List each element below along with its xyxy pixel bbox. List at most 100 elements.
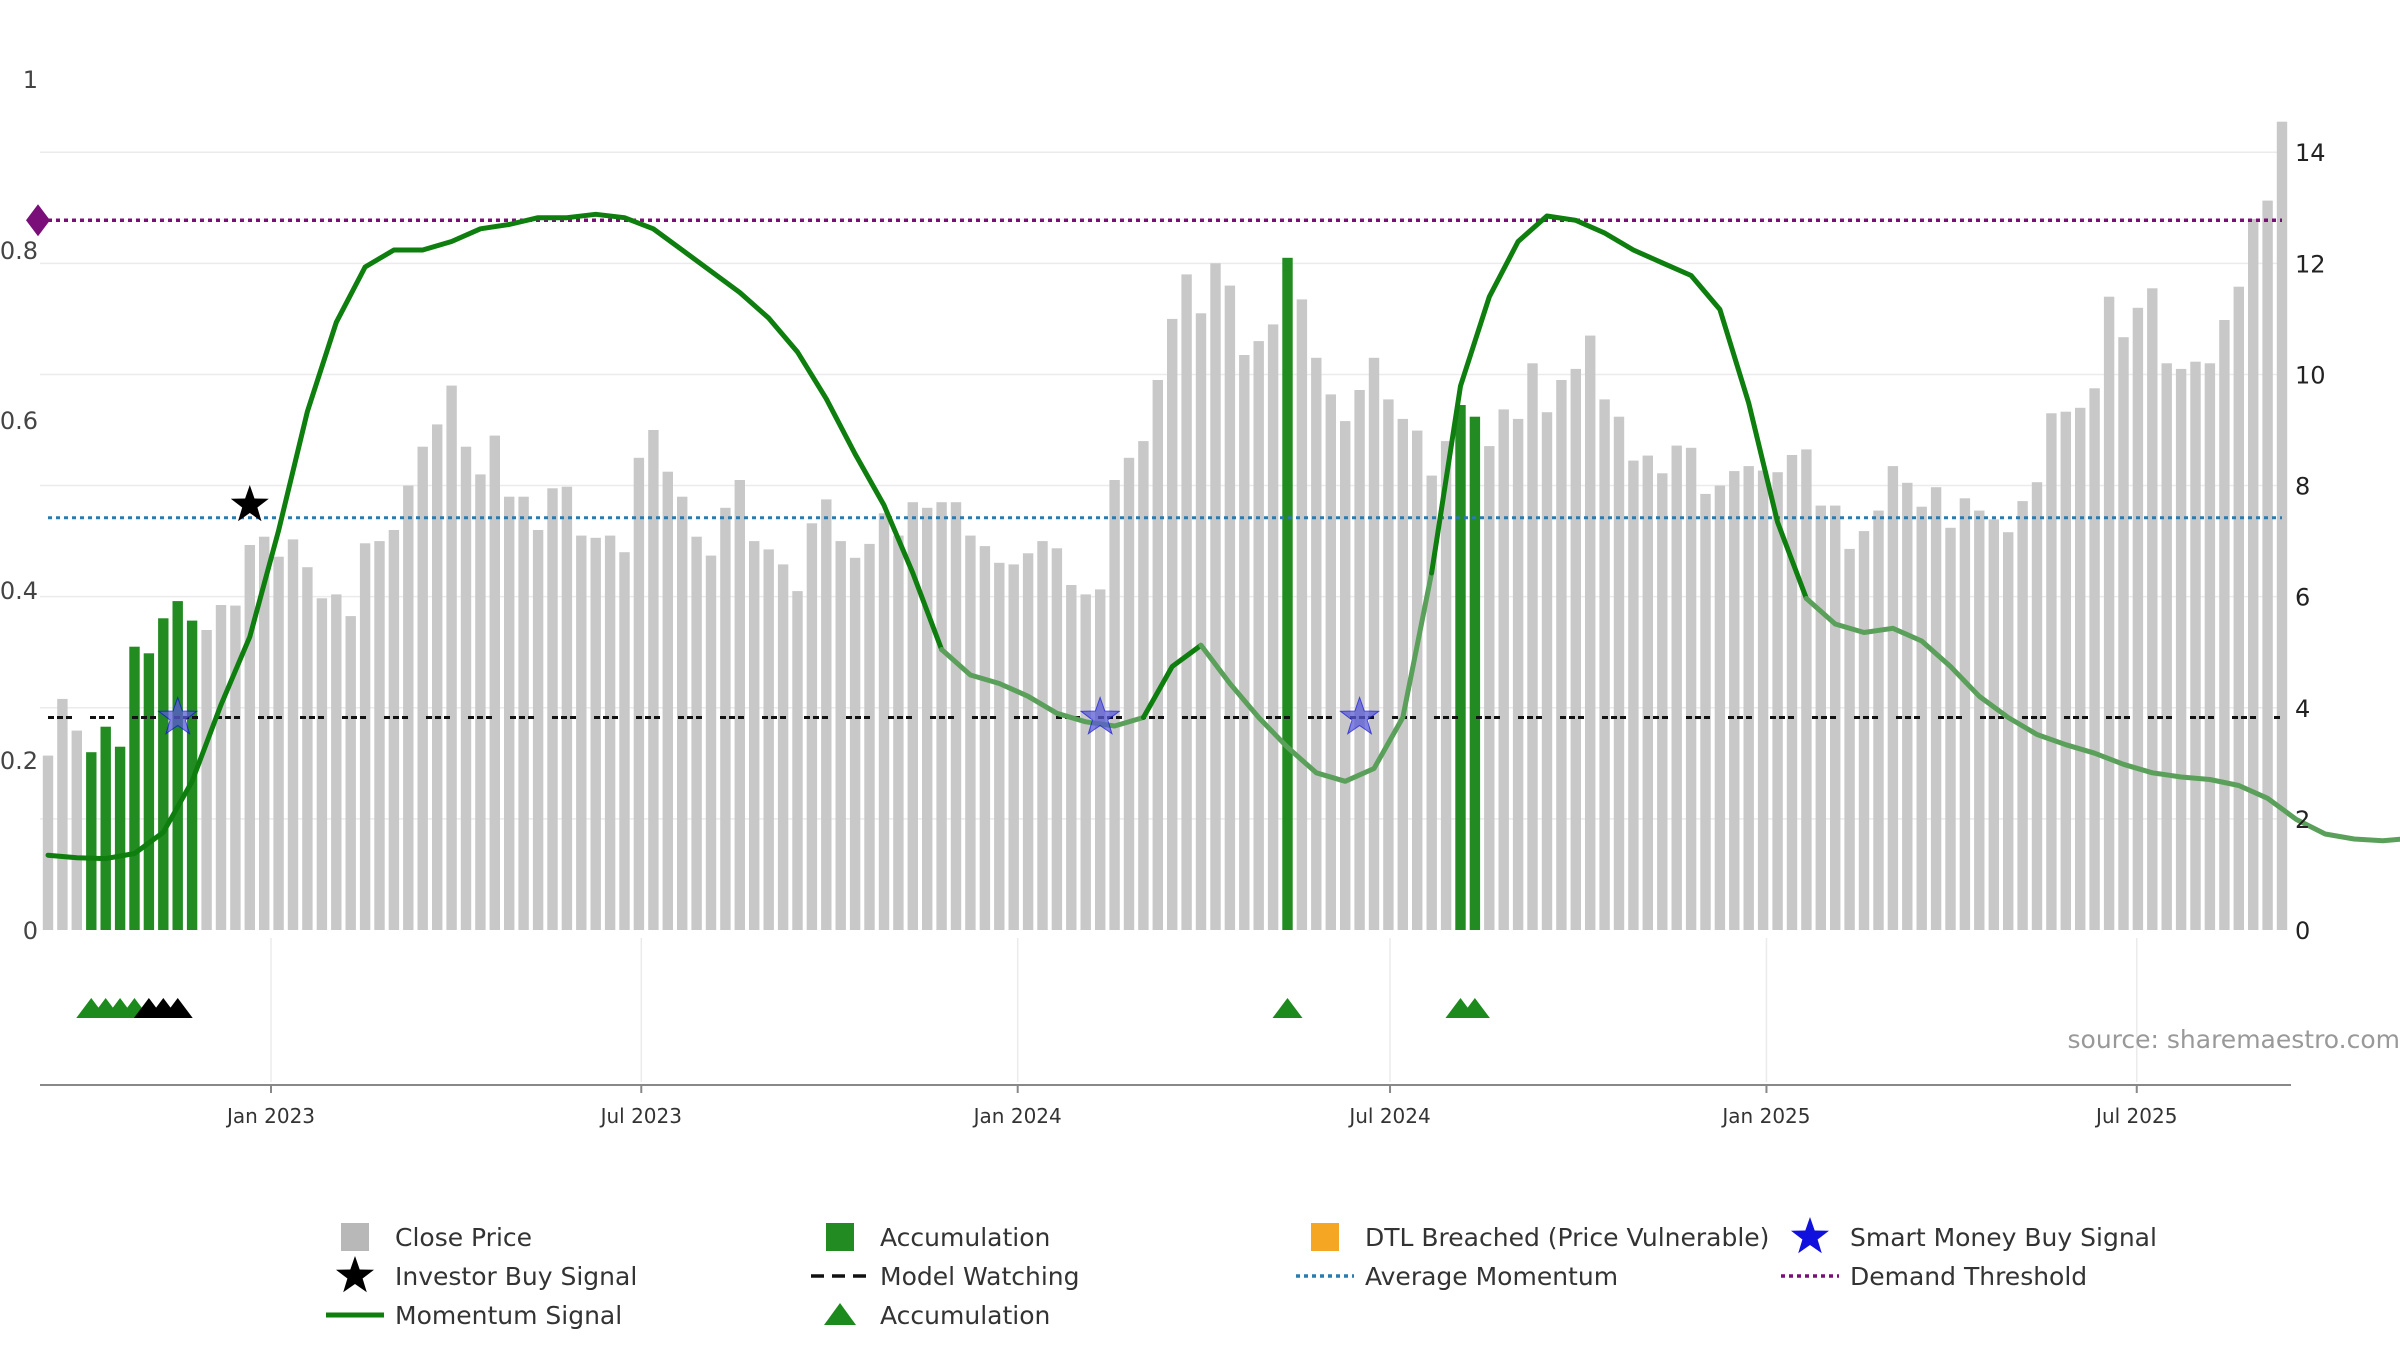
close-price-bar bbox=[1873, 511, 1883, 930]
close-price-bar bbox=[691, 537, 701, 930]
accumulation-bar bbox=[86, 752, 96, 930]
accumulation-bar bbox=[101, 727, 111, 930]
close-price-bar bbox=[57, 699, 67, 930]
close-price-bar bbox=[1052, 548, 1062, 930]
close-price-bar bbox=[216, 605, 226, 930]
close-price-bar bbox=[749, 541, 759, 930]
close-price-bar bbox=[2017, 501, 2027, 930]
close-price-bar bbox=[1268, 324, 1278, 930]
close-price-bar bbox=[72, 731, 82, 930]
close-price-bar bbox=[43, 756, 53, 930]
close-price-bar bbox=[864, 544, 874, 930]
accumulation-bar bbox=[129, 647, 139, 930]
close-price-bar bbox=[2190, 362, 2200, 930]
close-price-bar bbox=[619, 552, 629, 930]
close-price-bar bbox=[547, 488, 557, 930]
right-tick-label: 14 bbox=[2295, 139, 2326, 167]
close-price-bar bbox=[1700, 494, 1710, 930]
close-price-bar bbox=[1239, 355, 1249, 930]
close-price-bar bbox=[1844, 549, 1854, 930]
close-price-bar bbox=[346, 616, 356, 930]
close-price-bar bbox=[1369, 358, 1379, 930]
close-price-bar bbox=[360, 543, 370, 930]
close-price-bar bbox=[1571, 369, 1581, 930]
close-price-bar bbox=[764, 549, 774, 930]
legend-smart-money-star bbox=[1791, 1217, 1829, 1253]
legend-investor-buy-star bbox=[336, 1256, 374, 1292]
close-price-bar bbox=[331, 594, 341, 930]
close-price-bar bbox=[2219, 320, 2229, 930]
close-price-bar bbox=[1383, 399, 1393, 930]
close-price-bar bbox=[1931, 487, 1941, 930]
x-tick-label: Jul 2025 bbox=[2094, 1104, 2177, 1128]
close-price-bar bbox=[1787, 455, 1797, 930]
close-price-bar bbox=[374, 541, 384, 930]
right-tick-label: 0 bbox=[2295, 917, 2310, 945]
close-price-bar bbox=[2118, 337, 2128, 930]
close-price-bar bbox=[201, 630, 211, 930]
accumulation-bar bbox=[173, 601, 183, 930]
accumulation-bar bbox=[1282, 258, 1292, 930]
close-price-bar bbox=[994, 563, 1004, 930]
close-price-bar bbox=[403, 486, 413, 930]
close-price-bar bbox=[1354, 390, 1364, 930]
accumulation-bar bbox=[115, 747, 125, 930]
right-tick-label: 2 bbox=[2295, 806, 2310, 834]
close-price-bar bbox=[1643, 456, 1653, 930]
left-tick-label: 0 bbox=[23, 917, 38, 945]
legend-label-average-momentum: Average Momentum bbox=[1365, 1262, 1618, 1291]
legend-close-price-swatch bbox=[341, 1223, 369, 1251]
close-price-bar bbox=[2205, 363, 2215, 930]
close-price-bar bbox=[1974, 511, 1984, 930]
x-tick-label: Jul 2023 bbox=[599, 1104, 682, 1128]
close-price-bar bbox=[2248, 219, 2258, 930]
accumulation-bar bbox=[1470, 417, 1480, 930]
close-price-bar bbox=[2061, 412, 2071, 930]
right-tick-label: 6 bbox=[2295, 584, 2310, 612]
close-price-bar bbox=[2234, 287, 2244, 930]
close-price-bar bbox=[1513, 419, 1523, 930]
close-price-bar bbox=[1311, 358, 1321, 930]
close-price-bar bbox=[1153, 380, 1163, 930]
source-label: source: sharemaestro.com bbox=[2068, 1025, 2400, 1054]
price-bars bbox=[43, 122, 2287, 930]
close-price-bar bbox=[677, 497, 687, 930]
close-price-bar bbox=[836, 541, 846, 930]
right-tick-label: 8 bbox=[2295, 473, 2310, 501]
close-price-bar bbox=[1945, 528, 1955, 930]
close-price-bar bbox=[1902, 483, 1912, 930]
close-price-bar bbox=[591, 538, 601, 930]
close-price-bar bbox=[230, 606, 240, 930]
close-price-bar bbox=[1225, 286, 1235, 930]
legend-label-model-watching: Model Watching bbox=[880, 1262, 1080, 1291]
accumulation-triangle bbox=[1273, 998, 1303, 1018]
close-price-bar bbox=[1109, 480, 1119, 930]
legend-label-smart-money: Smart Money Buy Signal bbox=[1850, 1223, 2157, 1252]
close-price-bar bbox=[1744, 466, 1754, 930]
lower-marker-panel: source: sharemaestro.com bbox=[40, 998, 2400, 1085]
close-price-bar bbox=[648, 430, 658, 930]
close-price-bar bbox=[317, 598, 327, 930]
close-price-bar bbox=[1412, 431, 1422, 930]
right-tick-label: 10 bbox=[2295, 361, 2326, 389]
close-price-bar bbox=[1960, 498, 1970, 930]
legend-accumulation-swatch bbox=[826, 1223, 854, 1251]
close-price-bar bbox=[1297, 299, 1307, 930]
legend-accumulation-triangle bbox=[824, 1303, 856, 1325]
legend-label-accumulation-bar: Accumulation bbox=[880, 1223, 1050, 1252]
accumulation-bar bbox=[144, 653, 154, 930]
left-tick-label: 0.6 bbox=[0, 407, 38, 435]
legend-label-investor-buy: Investor Buy Signal bbox=[395, 1262, 637, 1291]
close-price-bar bbox=[288, 539, 298, 930]
x-tick-label: Jan 2025 bbox=[1720, 1104, 1810, 1128]
close-price-bar bbox=[1859, 531, 1869, 930]
close-price-bar bbox=[562, 487, 572, 930]
close-price-bar bbox=[245, 545, 255, 930]
close-price-bar bbox=[2046, 413, 2056, 930]
close-price-bar bbox=[2003, 532, 2013, 930]
close-price-bar bbox=[2089, 388, 2099, 930]
close-price-bar bbox=[706, 556, 716, 930]
close-price-bar bbox=[1686, 448, 1696, 930]
close-price-bar bbox=[1888, 466, 1898, 930]
